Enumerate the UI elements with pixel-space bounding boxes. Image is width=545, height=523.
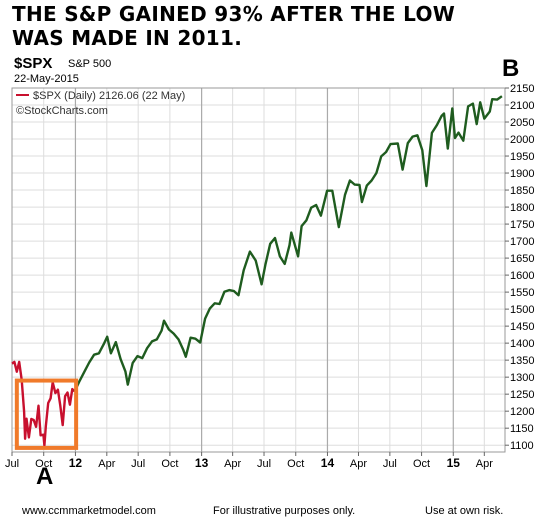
x-tick-label: Oct (413, 458, 430, 470)
y-tick-label: 1850 (510, 185, 534, 197)
x-tick-label: Oct (287, 458, 304, 470)
footer-risk: Use at own risk. (425, 505, 504, 517)
y-tick-label: 1650 (510, 253, 534, 265)
y-tick-label: 1700 (510, 236, 534, 248)
footer-note: For illustrative purposes only. (213, 505, 356, 517)
y-tick-label: 1400 (510, 338, 534, 350)
y-tick-label: 1900 (510, 168, 534, 180)
x-tick-label: 15 (447, 456, 461, 470)
chart-grid (11, 87, 505, 452)
y-tick-label: 1100 (510, 440, 534, 452)
x-tick-label: 14 (321, 456, 335, 470)
chart-legend: $SPX (Daily) 2126.06 (22 May) ©StockChar… (16, 90, 185, 117)
x-tick-label: Apr (224, 458, 241, 470)
y-axis: 1100 1150 1200 1250 1300 1350 1400 1450 1500 1550… (505, 83, 534, 452)
headline-line-1: THE S&P GAINED 93% AFTER THE LOW (12, 2, 456, 26)
y-tick-label: 1200 (510, 406, 534, 418)
y-tick-label: 1500 (510, 304, 534, 316)
x-tick-label: 12 (69, 456, 83, 470)
x-tick-label: Apr (476, 458, 493, 470)
price-series (11, 95, 503, 447)
headline-line-2: WAS MADE IN 2011. (12, 26, 243, 50)
x-tick-label: Jul (131, 458, 145, 470)
x-tick-label: Oct (161, 458, 178, 470)
legend-text: $SPX (Daily) 2126.06 (22 May) (33, 90, 185, 102)
source-credit: ©StockCharts.com (16, 105, 108, 117)
chart-symbol: $SPX (14, 55, 53, 72)
chart-symbol-name: S&P 500 (68, 58, 112, 70)
chart-date: 22-May-2015 (14, 73, 79, 85)
y-tick-label: 1350 (510, 355, 534, 367)
headline: THE S&P GAINED 93% AFTER THE LOW WAS MAD… (12, 2, 455, 50)
x-axis: Jul Oct 12 Apr Jul Oct 13 Apr Jul Oct 14 Apr Jul Oct 1… (5, 452, 493, 470)
low-highlight-box (14, 378, 79, 450)
y-tick-label: 2100 (510, 100, 534, 112)
y-tick-label: 1300 (510, 372, 534, 384)
y-tick-label: 1750 (510, 219, 534, 231)
y-tick-label: 2050 (510, 117, 534, 129)
x-tick-label: Jul (383, 458, 397, 470)
y-tick-label: 1250 (510, 389, 534, 401)
x-tick-label: 13 (195, 456, 209, 470)
point-label-b: B (502, 55, 520, 82)
y-tick-label: 1600 (510, 270, 534, 282)
x-tick-label: Apr (98, 458, 115, 470)
series-line-advance (73, 95, 503, 392)
y-tick-label: 1550 (510, 287, 534, 299)
x-tick-label: Jul (5, 458, 19, 470)
y-tick-label: 2000 (510, 134, 534, 146)
x-tick-label: Jul (257, 458, 271, 470)
series-line-decline (11, 360, 76, 447)
footer-website: www.ccmmarketmodel.com (22, 505, 156, 517)
plot-frame (11, 87, 506, 453)
y-tick-label: 1800 (510, 202, 534, 214)
x-tick-label: Apr (350, 458, 367, 470)
y-tick-label: 2150 (510, 83, 534, 95)
x-tick-label: Oct (35, 458, 52, 470)
y-tick-label: 1150 (510, 423, 534, 435)
point-label-a: A (36, 463, 54, 490)
y-tick-label: 1950 (510, 151, 534, 163)
y-tick-label: 1450 (510, 321, 534, 333)
